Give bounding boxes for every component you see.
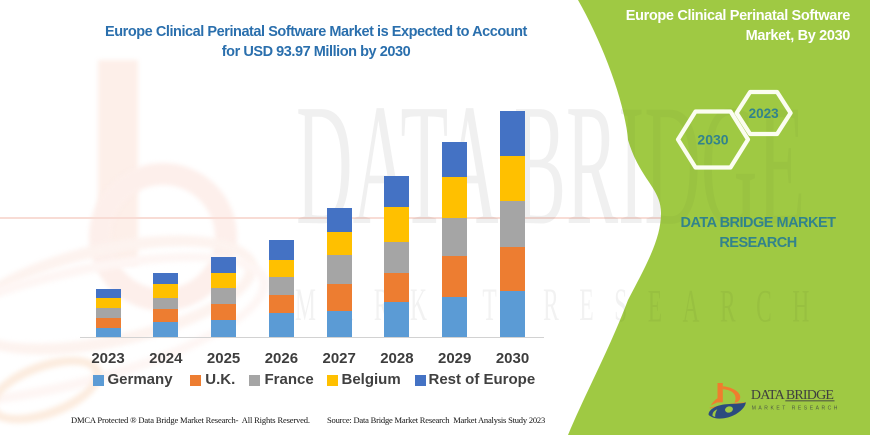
svg-text:MARKET RESEARCH: MARKET RESEARCH xyxy=(752,406,840,412)
svg-text:MARKET RESEARCH: MARKET RESEARCH xyxy=(295,281,830,333)
svg-text:DATA BRIDGE: DATA BRIDGE xyxy=(751,388,833,403)
svg-text:2023: 2023 xyxy=(749,106,780,121)
svg-text:2030: 2030 xyxy=(697,132,728,148)
